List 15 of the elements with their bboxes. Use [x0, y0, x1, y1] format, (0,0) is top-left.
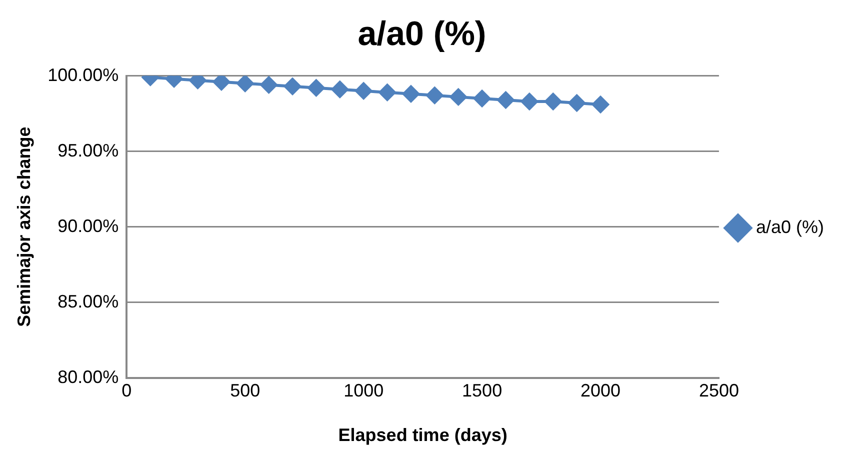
legend-label: a/a0 (%) [756, 216, 824, 237]
x-tick-label: 0 [122, 380, 132, 401]
y-tick-label: 85.00% [58, 291, 119, 312]
x-axis-title: Elapsed time (days) [338, 425, 508, 446]
y-tick-label: 95.00% [58, 140, 119, 160]
y-tick-label: 80.00% [58, 366, 119, 387]
x-tick-label: 2500 [698, 380, 739, 401]
x-tick-label: 2000 [580, 380, 621, 401]
x-tick-label: 1500 [462, 380, 502, 401]
y-axis-title: Semimajor axis change [14, 126, 34, 327]
chart-title: a/a0 (%) [358, 14, 486, 53]
y-tick-label: 90.00% [58, 216, 119, 236]
x-tick-label: 500 [230, 380, 260, 401]
x-tick-label: 1000 [344, 380, 384, 401]
y-tick-label: 100.00% [48, 64, 119, 85]
